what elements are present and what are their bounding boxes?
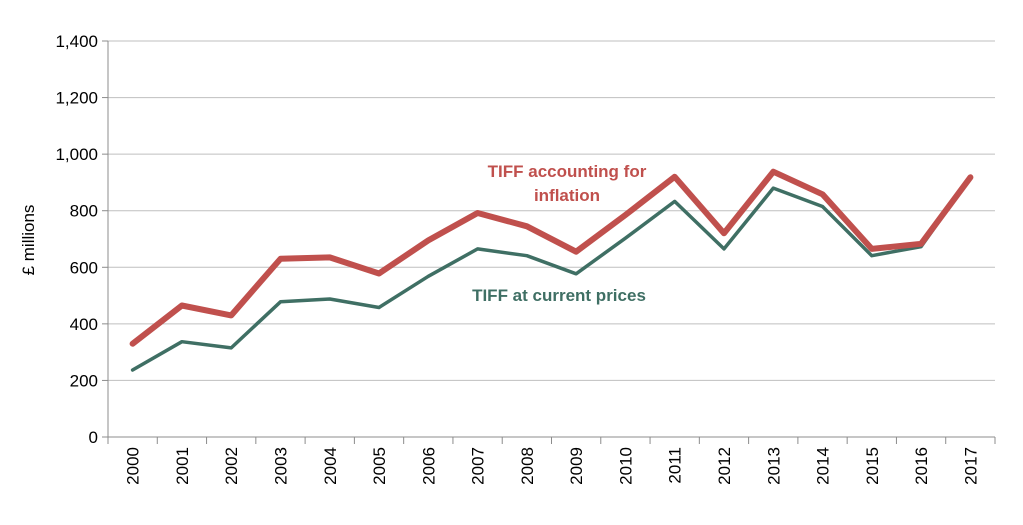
x-tick-label: 2006 [419,447,438,485]
series-lines [129,168,974,372]
x-tick-label: 2013 [764,447,783,485]
x-tick-label: 2004 [321,447,340,485]
y-tick-label: 600 [70,258,98,277]
x-tick-label: 2001 [173,447,192,485]
x-axis-ticks: 2000 2001 2002 2003 2004 2005 2006 2007 2008 2009… [107,437,996,485]
y-axis-title: £ millions [19,205,38,276]
series-label: TIFF accounting for [488,162,647,181]
x-tick-label: 2000 [124,447,143,485]
x-tick-label: 2017 [961,447,980,485]
y-tick-label: 1,400 [55,32,98,51]
series-line-current-prices [130,175,973,372]
x-tick-label: 2005 [370,447,389,485]
y-axis-ticks: 0 200 400 600 800 1,000 1,200 1,400 [55,32,108,447]
x-tick-label: 2014 [814,447,833,485]
y-tick-label: 200 [70,371,98,390]
series-line-inflation [129,168,974,347]
series-label: inflation [534,186,600,205]
y-tick-label: 800 [70,202,98,221]
x-tick-label: 2008 [518,447,537,485]
x-tick-label: 2016 [912,447,931,485]
series-labels: TIFF accounting for inflation TIFF at curr… [472,162,647,305]
x-tick-label: 2010 [616,447,635,485]
x-tick-label: 2011 [666,447,685,484]
y-tick-label: 1,200 [55,89,98,108]
x-tick-label: 2009 [567,447,586,485]
x-tick-label: 2003 [271,447,290,485]
x-tick-label: 2002 [222,447,241,485]
y-tick-label: 0 [89,428,98,447]
series-label: TIFF at current prices [472,286,646,305]
y-tick-label: 1,000 [55,145,98,164]
y-tick-label: 400 [70,315,98,334]
x-tick-label: 2015 [863,447,882,485]
x-tick-label: 2012 [715,447,734,485]
x-tick-label: 2007 [469,447,488,485]
